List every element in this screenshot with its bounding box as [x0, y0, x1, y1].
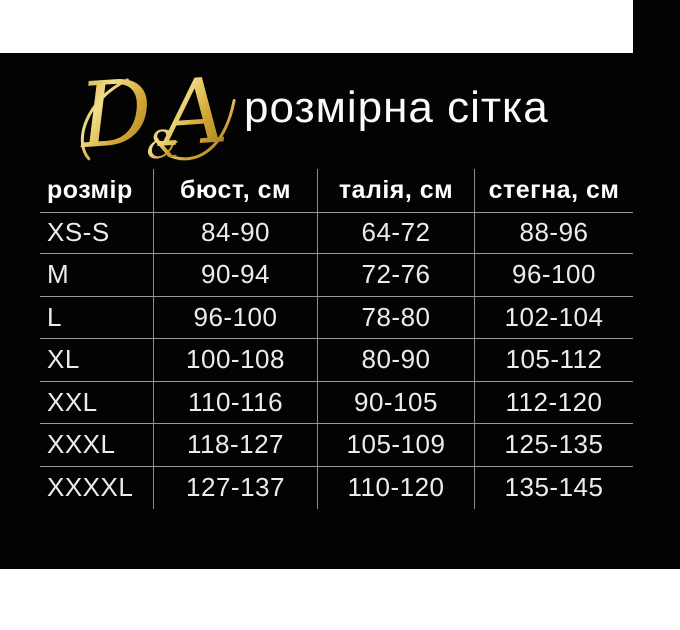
bust-value: 118-127 — [153, 424, 317, 467]
waist-value: 110-120 — [317, 466, 474, 509]
logo-letter-d: D — [74, 59, 155, 168]
brand-logo-icon: D & A — [74, 58, 236, 168]
size-label: XS-S — [40, 212, 153, 254]
logo-flourish-left — [80, 78, 129, 161]
bust-value: 90-94 — [153, 254, 317, 297]
column-header-waist: талія, см — [317, 169, 474, 213]
hips-value: 105-112 — [474, 339, 633, 382]
size-label: XXXL — [40, 424, 153, 467]
hips-value: 96-100 — [474, 254, 633, 297]
size-label: XXL — [40, 382, 153, 424]
logo-flourish-right — [167, 99, 236, 161]
background-panel-corner — [633, 0, 680, 54]
bust-value: 96-100 — [153, 296, 317, 339]
hips-value: 102-104 — [474, 296, 633, 339]
size-label: L — [40, 297, 153, 339]
hips-value: 112-120 — [474, 381, 633, 424]
waist-value: 80-90 — [317, 339, 474, 382]
size-label: XL — [40, 339, 153, 382]
waist-value: 90-105 — [317, 381, 474, 424]
page-title: розмірна сітка — [244, 83, 549, 132]
bust-value: 127-137 — [153, 466, 317, 509]
column-header-hips: стегна, см — [474, 169, 633, 213]
bust-value: 84-90 — [153, 211, 317, 254]
waist-value: 64-72 — [317, 211, 474, 254]
column-header-size: розмір — [40, 169, 153, 213]
logo-ampersand: & — [145, 121, 182, 167]
hips-value: 135-145 — [474, 466, 633, 509]
size-label: XXXXL — [47, 472, 134, 503]
waist-value: 78-80 — [317, 296, 474, 339]
hips-value: 88-96 — [474, 211, 633, 254]
waist-value: 72-76 — [317, 254, 474, 297]
size-label: M — [40, 254, 153, 297]
size-table: розмір бюст, см талія, см стегна, см XS-… — [40, 169, 633, 509]
logo-letter-a: A — [151, 58, 230, 168]
hips-value: 125-135 — [474, 424, 633, 467]
waist-value: 105-109 — [317, 424, 474, 467]
bust-value: 110-116 — [153, 381, 317, 424]
bust-value: 100-108 — [153, 339, 317, 382]
background-panel — [0, 53, 680, 569]
column-header-bust: бюст, см — [153, 169, 317, 213]
